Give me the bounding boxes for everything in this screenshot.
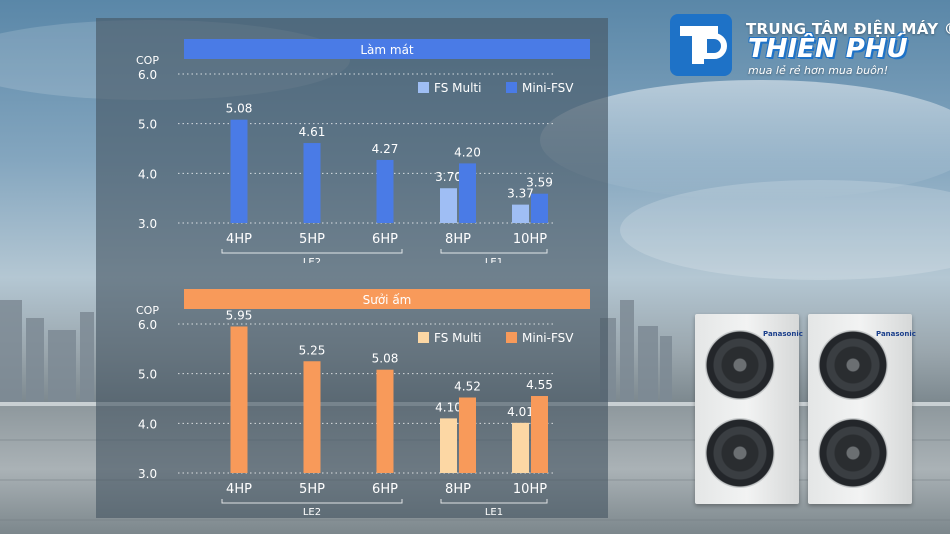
- bar: [512, 204, 529, 223]
- data-label: 4.27: [372, 142, 399, 156]
- x-tick-label: 10HP: [513, 232, 547, 247]
- x-tick-label: 4HP: [226, 232, 252, 247]
- legend-swatch: [506, 82, 517, 93]
- unit-brand-label: Panasonic: [763, 330, 803, 338]
- fan-grille-bottom: [705, 418, 775, 488]
- fan-grille-bottom: [818, 418, 888, 488]
- x-tick-label: 6HP: [372, 232, 398, 247]
- x-tick-label: 6HP: [372, 482, 398, 497]
- chart-title: Làm mát: [360, 43, 414, 57]
- legend-label: Mini-FSV: [522, 81, 574, 95]
- tp-logo-icon: [670, 14, 732, 76]
- bar: [459, 397, 476, 473]
- bar: [230, 326, 248, 473]
- chart-title-banner: [184, 39, 590, 59]
- chart-title-banner: [184, 289, 590, 309]
- y-tick-label: 3.0: [138, 217, 157, 231]
- legend-swatch: [506, 332, 517, 343]
- ac-outdoor-unit-left: Panasonic: [695, 314, 803, 504]
- legend-label: FS Multi: [434, 81, 481, 95]
- bar: [459, 163, 476, 223]
- ac-outdoor-unit-right: Panasonic: [808, 314, 916, 504]
- data-label: 5.95: [226, 308, 253, 322]
- bar: [512, 422, 529, 473]
- group-label: LE2: [303, 257, 321, 263]
- data-label: 4.55: [526, 378, 553, 392]
- y-tick-label: 5.0: [138, 368, 157, 382]
- data-label: 4.52: [454, 380, 481, 394]
- x-tick-label: 8HP: [445, 482, 471, 497]
- bar: [440, 418, 457, 473]
- y-tick-label: 3.0: [138, 467, 157, 481]
- data-label: 5.25: [299, 343, 326, 357]
- logo-brand-name: THIÊN PHÚ: [748, 34, 908, 64]
- bar: [376, 159, 394, 223]
- bar: [440, 188, 457, 223]
- data-label: 4.10: [435, 400, 462, 414]
- data-label: 5.08: [226, 102, 253, 116]
- logo-tagline-top: TRUNG TÂM ĐIỆN MÁY ®: [746, 20, 950, 38]
- data-label: 3.37: [507, 187, 534, 201]
- x-tick-label: 4HP: [226, 482, 252, 497]
- legend-label: Mini-FSV: [522, 331, 574, 345]
- bar: [531, 396, 548, 473]
- bar: [303, 143, 321, 223]
- group-label: LE1: [485, 507, 503, 518]
- y-tick-label: 6.0: [138, 318, 157, 332]
- group-bracket: [440, 249, 548, 254]
- data-label: 4.61: [299, 125, 326, 139]
- fan-grille-top: [818, 330, 888, 400]
- chart-title: Sưởi ấm: [363, 293, 412, 307]
- chart-panel: Làm mát COP 6.0 5.0 4.0 3.0 FS Multi Mini-FSV 5.…: [96, 18, 608, 518]
- y-tick-label: 6.0: [138, 68, 157, 82]
- data-label: 3.70: [435, 170, 462, 184]
- x-tick-label: 10HP: [513, 482, 547, 497]
- y-tick-label: 4.0: [138, 167, 157, 181]
- data-label: 4.20: [454, 145, 481, 159]
- group-label: LE2: [303, 507, 321, 518]
- group-bracket: [221, 499, 403, 504]
- brand-logo: TRUNG TÂM ĐIỆN MÁY ® THIÊN PHÚ mua lẻ rẻ…: [668, 12, 950, 80]
- y-tick-label: 4.0: [138, 417, 157, 431]
- x-tick-label: 5HP: [299, 482, 325, 497]
- bar: [376, 369, 394, 473]
- bar: [303, 361, 321, 473]
- data-label: 4.01: [507, 405, 534, 419]
- fan-grille-top: [705, 330, 775, 400]
- y-axis-label: COP: [136, 304, 159, 317]
- data-label: 5.08: [372, 352, 399, 366]
- y-axis-label: COP: [136, 54, 159, 67]
- data-label: 3.59: [526, 176, 553, 190]
- x-tick-label: 8HP: [445, 232, 471, 247]
- y-tick-label: 5.0: [138, 118, 157, 132]
- group-bracket: [440, 499, 548, 504]
- unit-brand-label: Panasonic: [876, 330, 916, 338]
- bar: [230, 119, 248, 223]
- bar: [531, 193, 548, 223]
- logo-slogan: mua lẻ rẻ hơn mua buôn!: [748, 64, 889, 77]
- legend-label: FS Multi: [434, 331, 481, 345]
- group-bracket: [221, 249, 403, 254]
- legend-swatch: [418, 82, 429, 93]
- group-label: LE1: [485, 257, 503, 263]
- x-tick-label: 5HP: [299, 232, 325, 247]
- legend-swatch: [418, 332, 429, 343]
